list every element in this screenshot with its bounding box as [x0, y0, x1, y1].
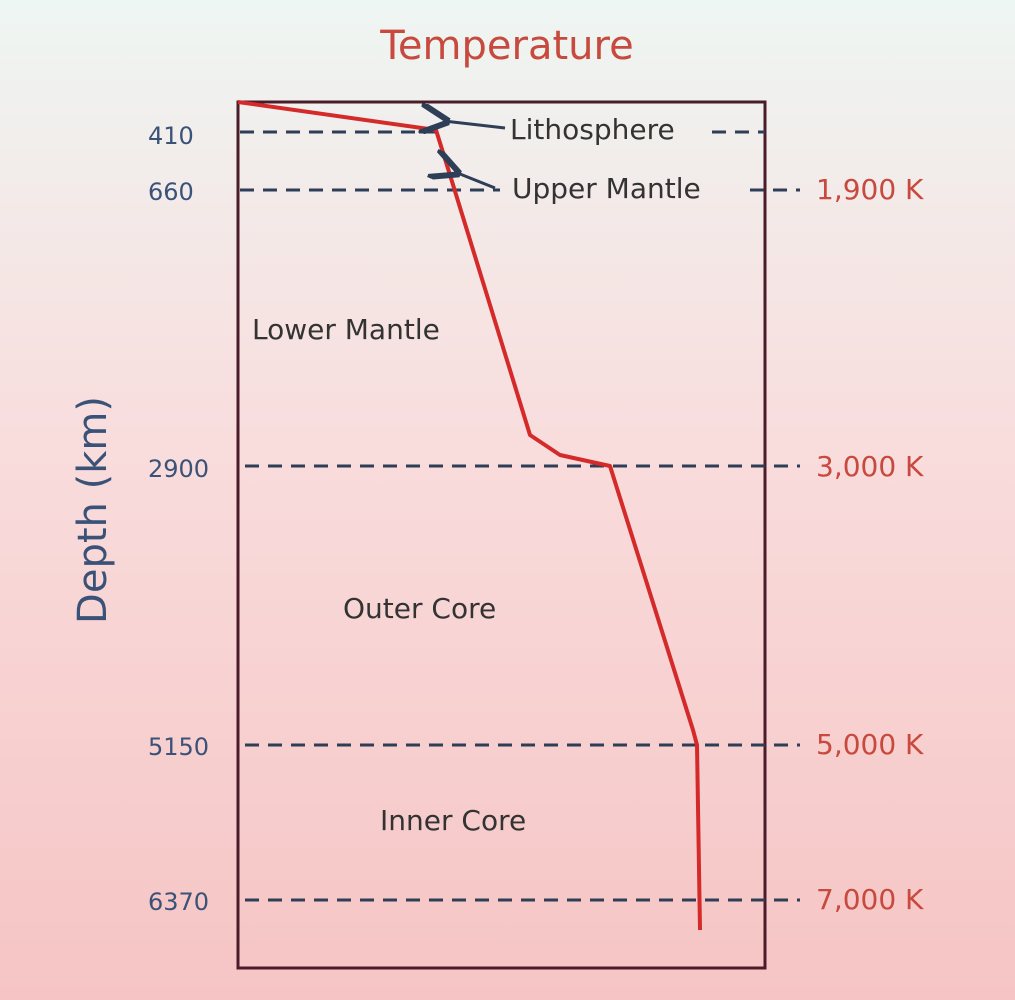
title: Temperature [379, 23, 633, 69]
layer-label: Outer Core [343, 592, 496, 625]
depth-label: 6370 [148, 888, 209, 916]
temperature-label: 7,000 K [816, 883, 924, 916]
temperature-curve [237, 100, 702, 931]
layer-label: Upper Mantle [512, 172, 701, 205]
depth-label: 2900 [148, 455, 209, 483]
layer-label: Lower Mantle [252, 313, 440, 346]
frame [236, 100, 767, 970]
temperature-label: 1,900 K [816, 173, 924, 206]
depth-label: 660 [148, 178, 194, 206]
depth-label: 410 [148, 122, 194, 150]
layer-label: Inner Core [380, 804, 526, 837]
axis-label: Depth (km) [70, 396, 116, 624]
layer-label: Lithosphere [510, 113, 675, 146]
arrow [444, 121, 506, 128]
depth-label: 5150 [148, 733, 209, 761]
arrow [455, 172, 496, 190]
temperature-label: 5,000 K [816, 728, 924, 761]
temperature-label: 3,000 K [816, 450, 924, 483]
